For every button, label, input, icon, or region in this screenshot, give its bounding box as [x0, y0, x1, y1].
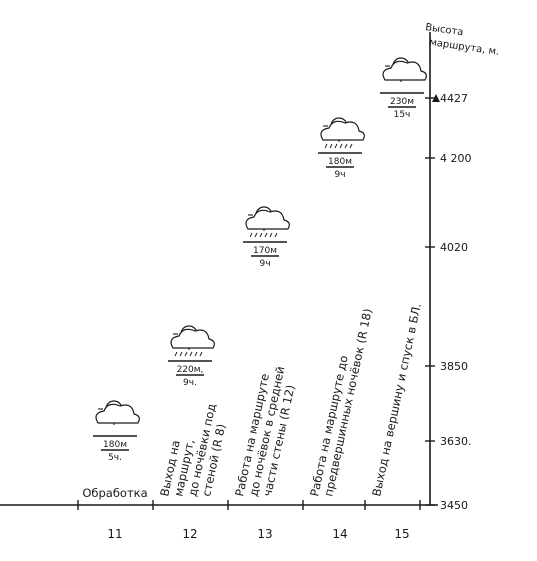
sun-cloud-rain-icon: [170, 325, 215, 357]
y-tick-label: 3630.: [440, 435, 472, 448]
gain-label: 180м: [103, 440, 127, 450]
hours-label: 9ч: [259, 259, 270, 269]
y-axis-label-line-1: Высота: [425, 22, 464, 38]
sun-cloud-icon: [382, 57, 427, 82]
hours-label: 9ч: [334, 170, 345, 180]
x-tick-label: 11: [107, 527, 122, 541]
gain-label: 170м: [253, 246, 277, 256]
hours-label: 9ч.: [183, 378, 197, 388]
x-tick-label: 12: [182, 527, 197, 541]
x-ticks: 11 12 13 14 15: [77, 500, 421, 541]
sun-cloud-rain-icon: [245, 206, 290, 238]
x-tick-label: 15: [394, 527, 409, 541]
y-tick-label: 4 200: [440, 152, 472, 165]
day-column: 180м 5ч. Обработка: [82, 400, 148, 500]
sun-cloud-rain-icon: [320, 117, 365, 149]
activity-label: Обработка: [82, 486, 147, 500]
triangle-icon: [432, 94, 440, 102]
y-tick-label: 4020: [440, 241, 468, 254]
y-axis-label-line-2: маршрута, м.: [429, 37, 500, 58]
gain-label: 220м,: [177, 365, 204, 375]
gain-label: 230м: [390, 97, 414, 107]
hours-label: 15ч: [394, 110, 411, 120]
x-tick-label: 14: [332, 527, 347, 541]
y-tick-label: 3850: [440, 360, 468, 373]
activity-label: Выход на вершину и спуск в БЛ.: [369, 302, 424, 498]
gain-label: 180м: [328, 157, 352, 167]
x-tick-label: 13: [257, 527, 272, 541]
y-tick-label: 3450: [440, 499, 468, 512]
y-tick-label: 4427: [440, 92, 468, 105]
y-ticks: 3450 3630. 3850 4020 4 200 4427: [425, 92, 472, 512]
sun-cloud-icon: [95, 400, 140, 425]
hours-label: 5ч.: [108, 453, 122, 463]
day-column: 230м 15ч Выход на вершину и спуск в БЛ.: [369, 57, 427, 498]
